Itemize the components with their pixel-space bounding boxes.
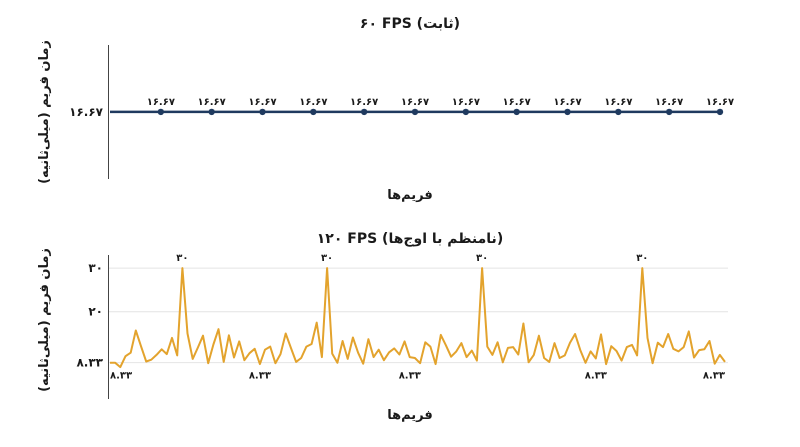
data-label: ۱۶.۶۷ bbox=[198, 97, 226, 108]
chart-60fps: ۶۰ FPS (ثابت) فریم‌ها زمان فریم (میلی‌ثا… bbox=[37, 16, 734, 203]
chart-60fps-plot: ۱۶.۶۷ ۱۶.۶۷ ۱۶.۶۷ ۱۶.۶۷ ۱۶.۶۷ ۱۶.۶۷ ۱۶.۶۷ ۱۶.۶۷… bbox=[110, 97, 734, 116]
data-label: ۱۶.۶۷ bbox=[147, 97, 175, 108]
min-label: ۸.۳۳ bbox=[110, 371, 132, 382]
data-label: ۱۶.۶۷ bbox=[655, 97, 683, 108]
data-point bbox=[208, 108, 215, 116]
data-label: ۱۶.۶۷ bbox=[248, 97, 276, 108]
data-point bbox=[564, 108, 571, 116]
series-line-120fps bbox=[109, 267, 726, 369]
chart-120fps-y-ticks: ۸.۳۳ ۲۰ ۳۰ bbox=[76, 261, 103, 370]
chart-120fps-grid bbox=[109, 267, 728, 364]
chart-60fps-ylabel: زمان فریم (میلی‌ثانیه) bbox=[37, 40, 52, 184]
data-label: ۱۶.۶۷ bbox=[350, 97, 378, 108]
data-point bbox=[513, 108, 520, 116]
y-tick-label: ۸.۳۳ bbox=[76, 356, 103, 370]
data-point bbox=[665, 108, 673, 116]
chart-120fps-xlabel: فریم‌ها bbox=[387, 408, 433, 423]
chart-120fps: ۱۲۰ FPS (نامنظم با اوج‌ها) فریم‌ها زمان … bbox=[37, 231, 728, 423]
chart-120fps-ylabel: زمان فریم (میلی‌ثانیه) bbox=[37, 248, 52, 392]
chart-60fps-y-tick-label: ۱۶.۶۷ bbox=[69, 105, 104, 119]
data-point bbox=[615, 108, 622, 116]
peak-label: ۳۰ bbox=[476, 253, 488, 264]
data-label: ۱۶.۶۷ bbox=[452, 97, 480, 108]
peak-label: ۳۰ bbox=[321, 253, 333, 264]
data-point bbox=[716, 108, 724, 116]
data-point bbox=[259, 108, 266, 116]
data-label: ۱۶.۶۷ bbox=[503, 97, 531, 108]
data-label: ۱۶.۶۷ bbox=[604, 97, 632, 108]
chart-120fps-title: ۱۲۰ FPS (نامنظم با اوج‌ها) bbox=[317, 231, 503, 247]
data-point bbox=[462, 108, 470, 116]
y-tick-label: ۲۰ bbox=[88, 305, 103, 319]
chart-60fps-title: ۶۰ FPS (ثابت) bbox=[360, 16, 460, 32]
peak-label: ۳۰ bbox=[636, 253, 648, 264]
data-point bbox=[360, 108, 368, 116]
data-label: ۱۶.۶۷ bbox=[401, 97, 429, 108]
data-point bbox=[411, 108, 419, 116]
min-label: ۸.۳۳ bbox=[703, 371, 725, 382]
y-tick-label: ۳۰ bbox=[88, 261, 103, 275]
data-point bbox=[157, 108, 165, 116]
peak-label: ۳۰ bbox=[176, 253, 188, 264]
min-label: ۸.۳۳ bbox=[585, 371, 607, 382]
data-label: ۱۶.۶۷ bbox=[706, 97, 734, 108]
min-label: ۸.۳۳ bbox=[249, 371, 271, 382]
data-label: ۱۶.۶۷ bbox=[553, 97, 581, 108]
chart-60fps-xlabel: فریم‌ها bbox=[387, 188, 433, 203]
data-label: ۱۶.۶۷ bbox=[299, 97, 327, 108]
data-point bbox=[310, 108, 317, 116]
chart-120fps-plot: ۳۰ ۳۰ ۳۰ ۳۰ ۸.۳۳ ۸.۳۳ ۸.۳۳ ۸.۳۳ ۸.۳۳ bbox=[109, 253, 726, 382]
min-label: ۸.۳۳ bbox=[399, 371, 421, 382]
